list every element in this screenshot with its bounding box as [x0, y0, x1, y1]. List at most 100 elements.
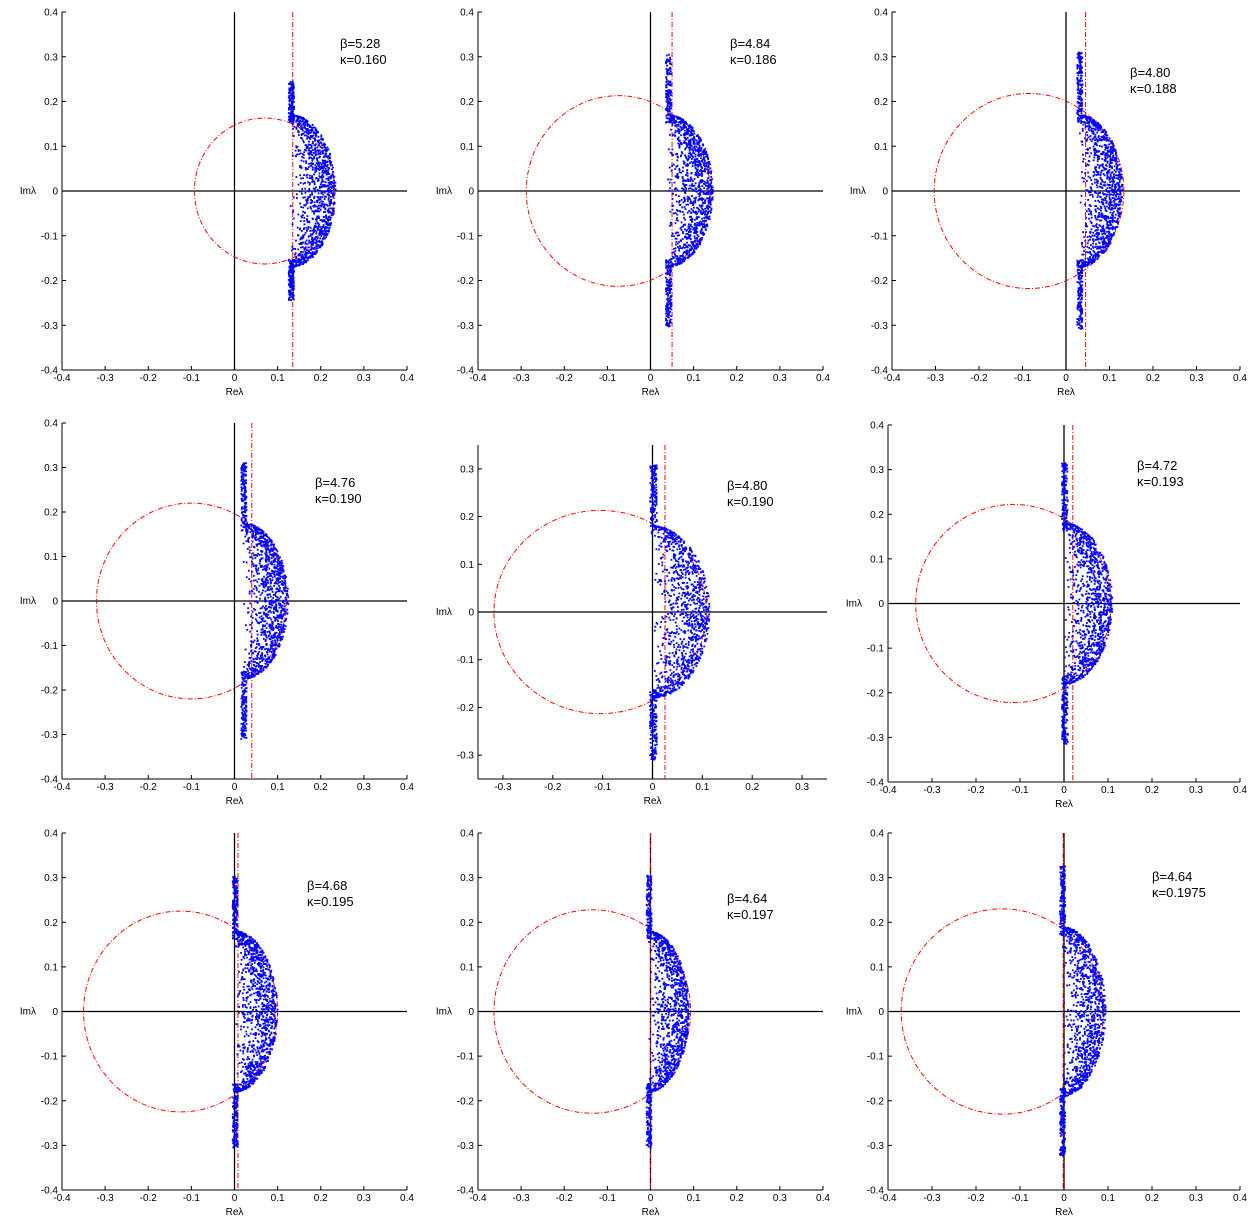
eigenvalue-point — [1082, 123, 1085, 126]
eigenvalue-point — [1081, 310, 1083, 313]
eigenvalue-point — [674, 131, 677, 134]
eigenvalue-point — [307, 143, 310, 146]
eigenvalue-point — [1092, 175, 1095, 177]
eigenvalue-point — [1079, 284, 1082, 287]
eigenvalue-point — [1110, 142, 1113, 145]
eigenvalue-point — [695, 173, 698, 175]
eigenvalue-point — [266, 593, 269, 596]
eigenvalue-point — [693, 200, 695, 203]
eigenvalue-point — [706, 161, 709, 164]
eigenvalue-point — [681, 230, 684, 233]
eigenvalue-point — [1104, 233, 1106, 235]
eigenvalue-point — [315, 186, 317, 189]
eigenvalue-point — [299, 149, 302, 152]
eigenvalue-point — [668, 105, 671, 108]
eigenvalue-point — [292, 294, 295, 297]
eigenvalue-point — [694, 173, 697, 176]
eigenvalue-point — [674, 188, 676, 191]
eigenvalue-point — [322, 152, 324, 155]
eigenvalue-point — [313, 253, 316, 255]
eigenvalue-point — [315, 243, 318, 246]
eigenvalue-point — [266, 631, 269, 633]
eigenvalue-point — [673, 122, 676, 125]
eigenvalue-point — [323, 233, 325, 236]
eigenvalue-point — [1118, 163, 1121, 166]
y-tick-label: 0.4 — [44, 419, 58, 430]
eigenvalue-point — [288, 278, 291, 281]
eigenvalue-point — [665, 68, 668, 70]
eigenvalue-point — [709, 192, 712, 195]
eigenvalue-point — [1080, 290, 1082, 293]
eigenvalue-point — [689, 162, 691, 165]
eigenvalue-point — [1100, 219, 1103, 222]
eigenvalue-point — [685, 123, 688, 125]
eigenvalue-point — [1087, 213, 1090, 216]
eigenvalue-point — [666, 299, 669, 302]
y-tick-label: 0.4 — [874, 8, 888, 19]
eigenvalue-point — [667, 267, 670, 269]
eigenvalue-point — [306, 127, 309, 130]
eigenvalue-point — [1077, 52, 1080, 55]
eigenvalue-point — [698, 139, 701, 142]
eigenvalue-point — [303, 261, 305, 264]
x-tick-label: -0.4 — [53, 373, 71, 384]
eigenvalue-point — [1107, 242, 1110, 245]
eigenvalue-point — [319, 228, 321, 231]
eigenvalue-point — [1086, 152, 1089, 155]
eigenvalue-point — [322, 180, 325, 183]
eigenvalue-point — [300, 177, 303, 180]
eigenvalue-point — [706, 180, 709, 183]
eigenvalue-point — [314, 189, 317, 192]
eigenvalue-point — [269, 648, 272, 651]
eigenvalue-point — [290, 89, 293, 92]
eigenvalue-point — [1100, 171, 1102, 174]
eigenvalue-point — [314, 205, 316, 208]
eigenvalue-point — [1106, 160, 1109, 163]
eigenvalue-point — [1089, 205, 1092, 207]
eigenvalue-point — [702, 211, 705, 213]
eigenvalue-point — [1085, 250, 1088, 253]
eigenvalue-point — [309, 226, 312, 229]
eigenvalue-point — [1079, 84, 1082, 87]
eigenvalue-point — [274, 635, 277, 638]
eigenvalue-point — [311, 254, 314, 257]
eigenvalue-point — [299, 260, 302, 263]
eigenvalue-point — [681, 120, 684, 123]
eigenvalue-point — [668, 189, 671, 192]
eigenvalue-point — [677, 231, 679, 234]
eigenvalue-point — [678, 145, 681, 148]
eigenvalue-point — [1094, 139, 1096, 142]
eigenvalue-point — [681, 247, 684, 250]
eigenvalue-point — [310, 129, 313, 132]
eigenvalue-point — [1077, 277, 1080, 280]
eigenvalue-point — [290, 286, 293, 289]
eigenvalue-point — [686, 136, 689, 139]
eigenvalue-point — [259, 560, 262, 563]
eigenvalue-point — [1098, 167, 1101, 169]
eigenvalue-point — [668, 279, 670, 282]
eigenvalue-point — [690, 217, 693, 220]
eigenvalue-point — [665, 62, 667, 65]
eigenvalue-point — [702, 182, 705, 185]
eigenvalue-point — [307, 196, 310, 198]
eigenvalue-point — [680, 255, 683, 257]
eigenvalue-point — [1109, 173, 1112, 176]
eigenvalue-point — [680, 134, 682, 137]
eigenvalue-point — [315, 135, 317, 138]
eigenvalue-point — [668, 117, 671, 120]
eigenvalue-point — [685, 232, 688, 235]
eigenvalue-point — [289, 120, 292, 123]
eigenvalue-point — [324, 148, 327, 151]
eigenvalue-point — [1102, 250, 1105, 253]
eigenvalue-point — [684, 148, 686, 151]
eigenvalue-point — [310, 146, 313, 149]
eigenvalue-point — [1076, 323, 1079, 326]
eigenvalue-point — [1107, 150, 1109, 153]
eigenvalue-point — [270, 544, 272, 547]
eigenvalue-point — [317, 163, 320, 166]
eigenvalue-point — [697, 243, 700, 246]
eigenvalue-point — [309, 206, 312, 209]
eigenvalue-point — [296, 145, 299, 148]
eigenvalue-point — [305, 134, 308, 137]
eigenvalue-point — [1102, 232, 1105, 235]
